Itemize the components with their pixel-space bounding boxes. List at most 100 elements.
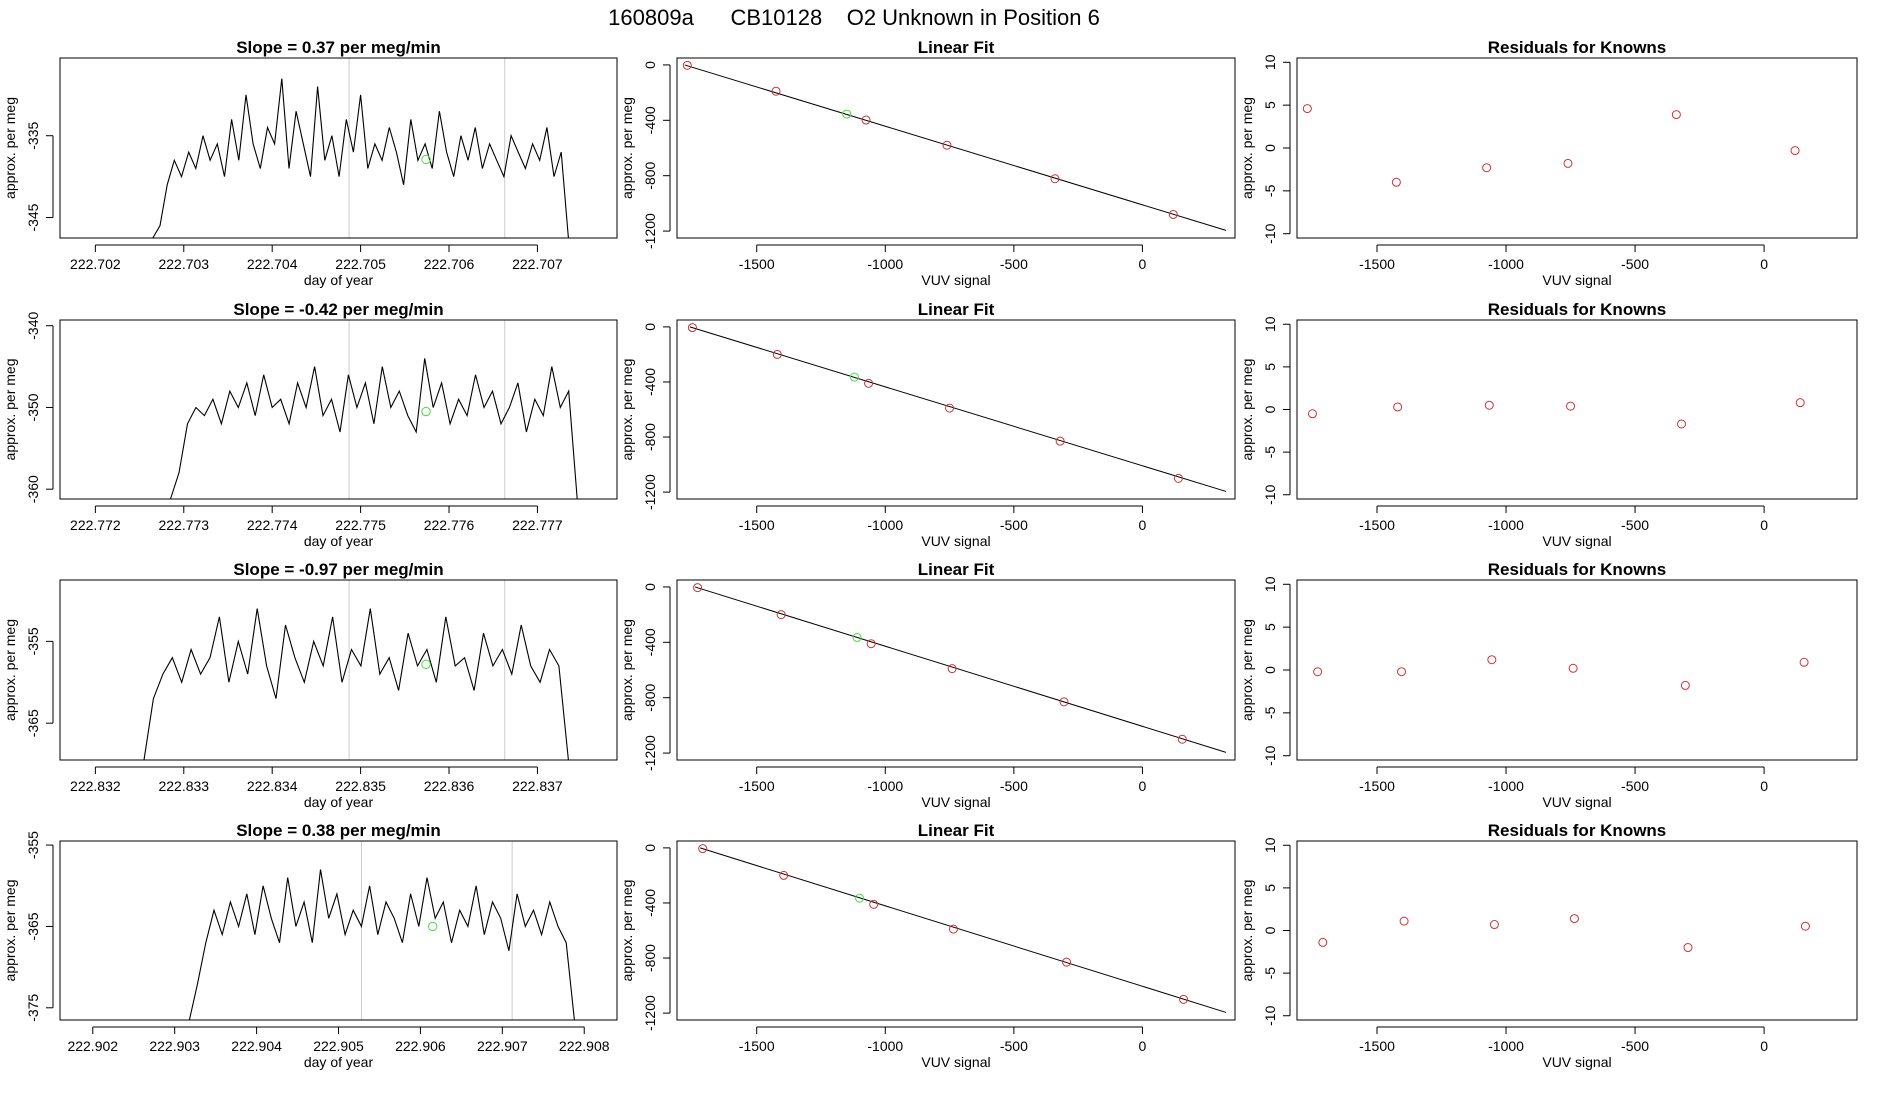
fit-line (699, 847, 1227, 1013)
y-tick-label: 0 (1262, 144, 1278, 152)
panel-title: Linear Fit (918, 560, 995, 579)
y-tick-label: 0 (642, 323, 658, 331)
y-axis-label: approx. per meg (619, 359, 635, 461)
x-tick-label: 222.775 (335, 517, 386, 533)
panel-title: Slope = 0.37 per meg/min (236, 38, 441, 57)
x-tick-label: 0 (1760, 256, 1768, 272)
plot-frame (59, 57, 618, 239)
y-tick-label: -800 (642, 944, 658, 972)
y-axis-label: approx. per meg (2, 97, 18, 199)
x-tick-label: 222.773 (158, 517, 209, 533)
header-title: 160809a CB10128 O2 Unknown in Position 6 (608, 5, 1100, 30)
signal-trace (143, 608, 569, 761)
panel-title: Residuals for Knowns (1488, 300, 1667, 319)
linear-fit-panel: Linear Fit -1500 -1000 -500 0 0 -400 -800 -1200 V… (619, 821, 1236, 1070)
linear-fit-panel: Linear Fit -1500 -1000 -500 0 0 -400 -800 -1200 V… (619, 300, 1236, 549)
known-point (1671, 110, 1681, 120)
x-tick-label: -1500 (739, 778, 775, 794)
y-tick-label: -355 (25, 627, 41, 655)
known-point (1168, 209, 1178, 219)
known-point (693, 583, 703, 593)
known-point (1489, 920, 1499, 930)
known-point (779, 870, 789, 880)
time-series-panel: Slope = 0.37 per meg/min 222.702 222.703 22… (2, 38, 618, 288)
x-tick-label: 222.906 (395, 1038, 446, 1054)
x-axis-label: VUV signal (1542, 272, 1611, 288)
x-tick-label: 0 (1760, 517, 1768, 533)
x-tick-label: 222.706 (424, 256, 475, 272)
known-point (861, 115, 871, 125)
y-tick-label: -800 (642, 683, 658, 711)
known-point (776, 610, 786, 620)
x-tick-label: -1500 (1359, 1038, 1395, 1054)
x-tick-label: -1500 (1359, 256, 1395, 272)
known-point (1790, 146, 1800, 156)
y-tick-label: 10 (1262, 576, 1278, 592)
y-axis-label: approx. per meg (1239, 359, 1255, 461)
known-point (772, 349, 782, 359)
y-tick-label: -340 (25, 312, 41, 340)
residuals-panel: Residuals for Knowns -1500 -1000 -500 0 10 5 0 -… (1239, 821, 1858, 1070)
unknown-mean-marker (421, 154, 431, 165)
known-point (1399, 916, 1409, 926)
known-point (1795, 398, 1805, 408)
x-tick-label: 222.837 (512, 778, 563, 794)
linear-fit-panel: Linear Fit -1500 -1000 -500 0 0 -400 -800 -1200 V… (619, 560, 1236, 810)
slope-suffix: per meg/min (343, 300, 444, 319)
known-point (698, 844, 708, 854)
known-point (1391, 177, 1401, 187)
y-axis-label: approx. per meg (619, 880, 635, 982)
known-point (1482, 163, 1492, 173)
y-tick-label: 0 (642, 61, 658, 69)
x-tick-label: 222.908 (559, 1038, 610, 1054)
slope-value: 0.37 (302, 38, 335, 57)
known-point (771, 86, 781, 96)
y-tick-label: -360 (25, 475, 41, 503)
slope-prefix: Slope = (236, 821, 297, 840)
slope-value: 0.38 (302, 821, 335, 840)
plot-frame (1296, 57, 1858, 239)
y-axis-label: approx. per meg (1239, 880, 1255, 982)
x-tick-label: -1000 (867, 256, 903, 272)
y-axis-label: approx. per meg (2, 880, 18, 982)
x-tick-label: 0 (1760, 1038, 1768, 1054)
plot-frame (676, 579, 1236, 761)
header-run-id: 160809a (608, 5, 694, 30)
x-tick-label: -1500 (1359, 517, 1395, 533)
y-tick-label: 5 (1262, 363, 1278, 371)
known-point (1318, 937, 1328, 947)
known-point (1062, 957, 1072, 967)
plot-frame (676, 319, 1236, 500)
y-tick-label: -355 (25, 831, 41, 859)
known-point (1566, 401, 1576, 411)
x-tick-label: -1500 (739, 517, 775, 533)
known-point (1568, 663, 1578, 673)
y-tick-label: -5 (1262, 706, 1278, 719)
x-tick-label: -500 (1621, 517, 1649, 533)
plot-frame (676, 840, 1236, 1021)
x-tick-label: 0 (1139, 517, 1147, 533)
x-axis-label: VUV signal (1542, 533, 1611, 549)
x-tick-label: 222.834 (247, 778, 298, 794)
x-tick-label: 222.707 (512, 256, 563, 272)
residuals-panel: Residuals for Knowns -1500 -1000 -500 0 10 5 0 -… (1239, 560, 1858, 810)
y-tick-label: 5 (1262, 623, 1278, 631)
slope-suffix: per meg/min (340, 38, 441, 57)
panel-title: Slope = -0.97 per meg/min (233, 560, 443, 579)
header-description: O2 Unknown in Position 6 (847, 5, 1100, 30)
y-tick-label: 10 (1262, 837, 1278, 853)
plot-frame (59, 319, 618, 500)
known-point (864, 378, 874, 388)
y-axis-label: approx. per meg (1239, 619, 1255, 721)
slope-value: -0.97 (299, 560, 338, 579)
x-tick-label: -1500 (1359, 778, 1395, 794)
y-tick-label: 0 (642, 844, 658, 852)
known-point (1800, 921, 1810, 931)
x-tick-label: 222.832 (70, 778, 121, 794)
x-tick-label: 222.905 (313, 1038, 364, 1054)
linear-fit-panel: Linear Fit -1500 -1000 -500 0 0 -400 -800 -1200 V… (619, 38, 1236, 288)
time-series-panel: Slope = -0.42 per meg/min 222.772 222.773 2… (2, 300, 618, 549)
plot-frame (1296, 579, 1858, 761)
